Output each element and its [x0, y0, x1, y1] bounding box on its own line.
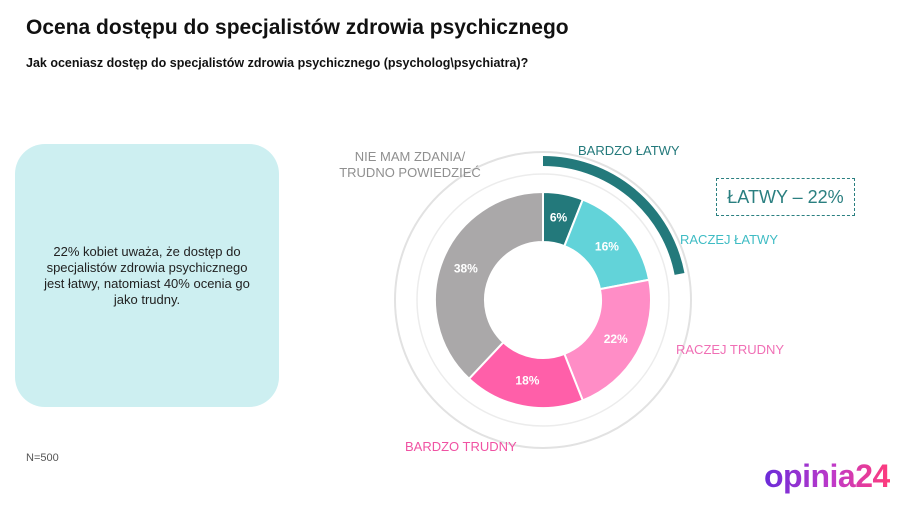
value-label: 16%: [595, 239, 619, 253]
note-box: 22% kobiet uważa, że dostęp do specjalis…: [15, 144, 279, 407]
subtitle: Jak oceniasz dostęp do specjalistów zdro…: [26, 56, 529, 70]
logo: opinia24: [764, 458, 890, 494]
note: 22% kobiet uważa, że dostęp do specjalis…: [44, 243, 250, 307]
donut-segment: [434, 190, 544, 381]
outer-ring: [416, 173, 670, 427]
highlight-arc: [542, 156, 685, 275]
category-label: BARDZO TRUDNY: [405, 439, 517, 454]
donut-segment: [563, 278, 652, 402]
category-label: NIE MAM ZDANIA/ TRUDNO POWIEDZIEĆ: [339, 149, 481, 180]
category-label: BARDZO ŁATWY: [578, 143, 680, 158]
outer-ring: [394, 151, 692, 449]
value-label: 18%: [515, 374, 539, 388]
category-label: RACZEJ TRUDNY: [676, 342, 785, 357]
title: Ocena dostępu do specjalistów zdrowia ps…: [26, 16, 569, 39]
category-label: RACZEJ ŁATWY: [680, 232, 778, 247]
value-label: 38%: [454, 262, 478, 276]
annotation: ŁATWY – 22%: [716, 178, 855, 216]
sample-size: N=500: [26, 452, 59, 464]
value-label: 6%: [550, 211, 568, 225]
value-label: 22%: [604, 332, 628, 346]
